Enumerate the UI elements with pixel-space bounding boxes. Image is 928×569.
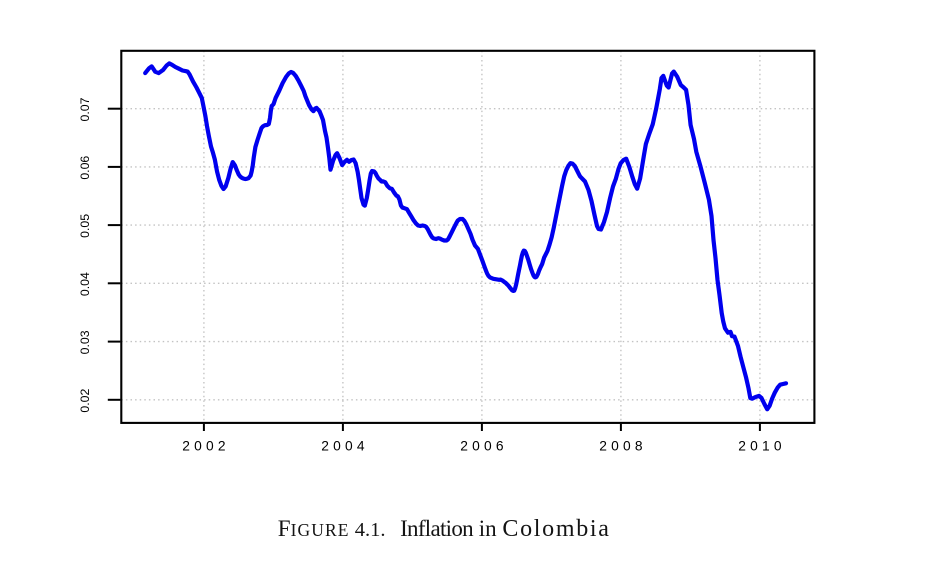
svg-text:2008: 2008 [599, 438, 647, 453]
svg-text:0.05: 0.05 [78, 214, 92, 238]
svg-text:2004: 2004 [321, 438, 369, 453]
svg-text:2006: 2006 [460, 438, 508, 453]
svg-text:FIGURE 4.1. Inflation in Colom: FIGURE 4.1. Inflation in Colombia [278, 516, 611, 542]
svg-text:0.03: 0.03 [78, 330, 92, 354]
svg-text:0.04: 0.04 [78, 272, 92, 296]
svg-text:2002: 2002 [182, 438, 230, 453]
svg-text:0.06: 0.06 [78, 156, 92, 180]
svg-text:0.07: 0.07 [78, 97, 92, 121]
svg-text:0.02: 0.02 [78, 388, 92, 412]
svg-text:2010: 2010 [738, 438, 786, 453]
